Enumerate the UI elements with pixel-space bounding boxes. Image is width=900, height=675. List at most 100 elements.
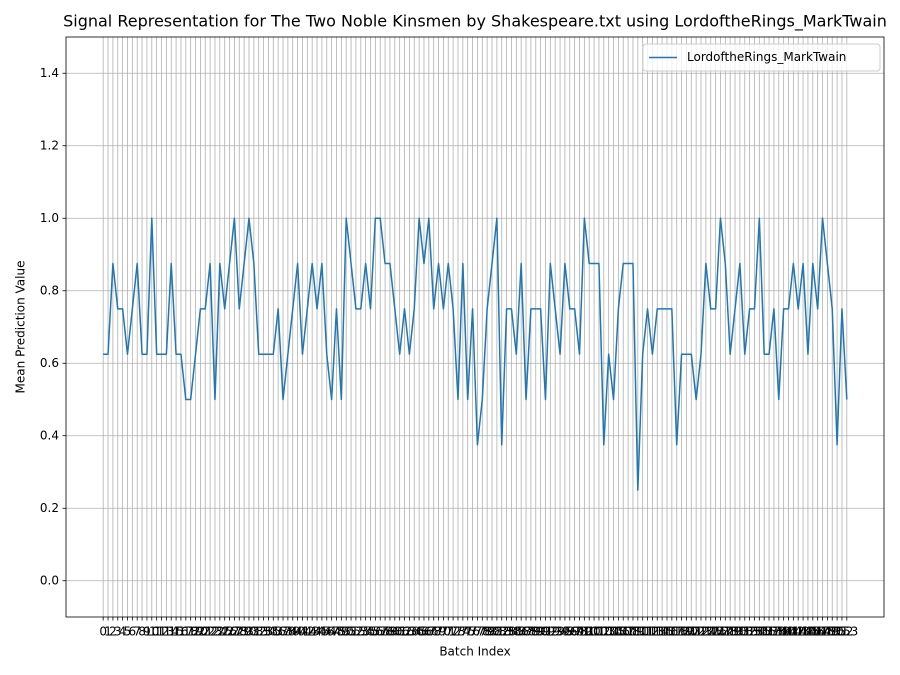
x-tick-label: 50 [339, 625, 354, 639]
x-tick-label: 4 [119, 625, 127, 639]
x-tick-label: 113 [641, 625, 664, 639]
x-tick-label: 93 [548, 625, 563, 639]
x-tick-label: 45 [314, 625, 329, 639]
x-tick-label: 79 [480, 625, 495, 639]
x-tick-label: 133 [738, 625, 761, 639]
x-tick-label: 47 [324, 625, 339, 639]
x-tick-label: 48 [329, 625, 344, 639]
x-tick-label: 55 [363, 625, 378, 639]
x-tick-label: 109 [622, 625, 645, 639]
x-tick-label: 61 [392, 625, 407, 639]
x-tick-label: 75 [460, 625, 475, 639]
legend-label: LordoftheRings_MarkTwain [687, 50, 846, 64]
chart-title: Signal Representation for The Two Noble … [63, 12, 887, 32]
x-tick-label: 153 [835, 625, 858, 639]
x-tick-label: 7 [133, 625, 141, 639]
x-tick-label: 131 [728, 625, 751, 639]
x-tick-label: 65 [411, 625, 426, 639]
x-tick-label: 63 [402, 625, 417, 639]
axes-frame [65, 36, 885, 618]
x-tick-label: 84 [504, 625, 519, 639]
y-tick-label: 0.6 [40, 356, 59, 370]
x-tick-label: 91 [538, 625, 553, 639]
x-tick-label: 141 [777, 625, 800, 639]
x-tick-label: 140 [772, 625, 795, 639]
x-tick-label: 98 [572, 625, 587, 639]
x-tick-label: 100 [578, 625, 601, 639]
x-tick-label: 150 [821, 625, 844, 639]
x-tick-label: 134 [743, 625, 766, 639]
x-tick-label: 95 [557, 625, 572, 639]
x-tick-label: 120 [675, 625, 698, 639]
x-tick-label: 56 [368, 625, 383, 639]
x-tick-label: 69 [431, 625, 446, 639]
x-tick-label: 17 [178, 625, 193, 639]
x-tick-label: 88 [523, 625, 538, 639]
x-tick-label: 112 [636, 625, 659, 639]
x-tick-label: 0 [99, 625, 107, 639]
x-tick-label: 2 [109, 625, 117, 639]
x-tick-label: 89 [528, 625, 543, 639]
x-tick-label: 28 [232, 625, 247, 639]
x-tick-label: 151 [826, 625, 849, 639]
x-tick-label: 40 [290, 625, 305, 639]
x-tick-label: 126 [704, 625, 727, 639]
data-line [103, 217, 848, 491]
x-tick-label: 122 [685, 625, 708, 639]
x-tick-label: 18 [183, 625, 198, 639]
x-tick-label: 99 [577, 625, 592, 639]
x-tick-label: 94 [552, 625, 567, 639]
x-tick-label: 77 [470, 625, 485, 639]
x-tick-label: 68 [426, 625, 441, 639]
x-tick-label: 70 [436, 625, 451, 639]
x-tick-label: 62 [397, 625, 412, 639]
y-tick-label: 0.4 [40, 428, 59, 442]
y-tick-label: 0.0 [40, 573, 59, 587]
x-tick-label: 90 [533, 625, 548, 639]
x-tick-label: 80 [484, 625, 499, 639]
x-tick-label: 42 [300, 625, 315, 639]
x-tick-label: 74 [455, 625, 470, 639]
y-tick-label: 1.0 [40, 211, 59, 225]
x-tick-label: 142 [782, 625, 805, 639]
x-tick-label: 115 [651, 625, 674, 639]
x-tick-label: 136 [753, 625, 776, 639]
x-tick-label: 72 [445, 625, 460, 639]
x-tick-label: 67 [421, 625, 436, 639]
x-tick-label: 46 [319, 625, 334, 639]
x-tick-label: 143 [787, 625, 810, 639]
x-tick-label: 24 [212, 625, 227, 639]
x-tick-label: 15 [168, 625, 183, 639]
x-tick-label: 66 [416, 625, 431, 639]
x-tick-label: 135 [748, 625, 771, 639]
x-tick-label: 60 [387, 625, 402, 639]
x-tick-label: 86 [514, 625, 529, 639]
x-tick-label: 9 [143, 625, 151, 639]
x-tick-label: 19 [188, 625, 203, 639]
x-tick-label: 54 [358, 625, 373, 639]
x-tick-label: 145 [796, 625, 819, 639]
x-tick-label: 38 [280, 625, 295, 639]
x-tick-label: 35 [266, 625, 281, 639]
x-tick-label: 29 [236, 625, 251, 639]
x-tick-label: 64 [407, 625, 422, 639]
x-tick-label: 118 [665, 625, 688, 639]
x-tick-label: 3 [114, 625, 122, 639]
x-tick-label: 114 [646, 625, 669, 639]
x-tick-label: 96 [562, 625, 577, 639]
x-tick-label: 152 [831, 625, 854, 639]
x-tick-label: 119 [670, 625, 693, 639]
x-tick-label: 51 [343, 625, 358, 639]
x-tick-label: 44 [309, 625, 324, 639]
x-tick-label: 116 [656, 625, 679, 639]
x-tick-label: 33 [256, 625, 271, 639]
x-tick-label: 139 [767, 625, 790, 639]
x-tick-label: 110 [626, 625, 649, 639]
x-tick-label: 87 [518, 625, 533, 639]
x-tick-label: 1 [104, 625, 112, 639]
x-tick-label: 106 [607, 625, 630, 639]
x-tick-label: 121 [680, 625, 703, 639]
x-tick-label: 73 [450, 625, 465, 639]
x-tick-label: 25 [217, 625, 232, 639]
